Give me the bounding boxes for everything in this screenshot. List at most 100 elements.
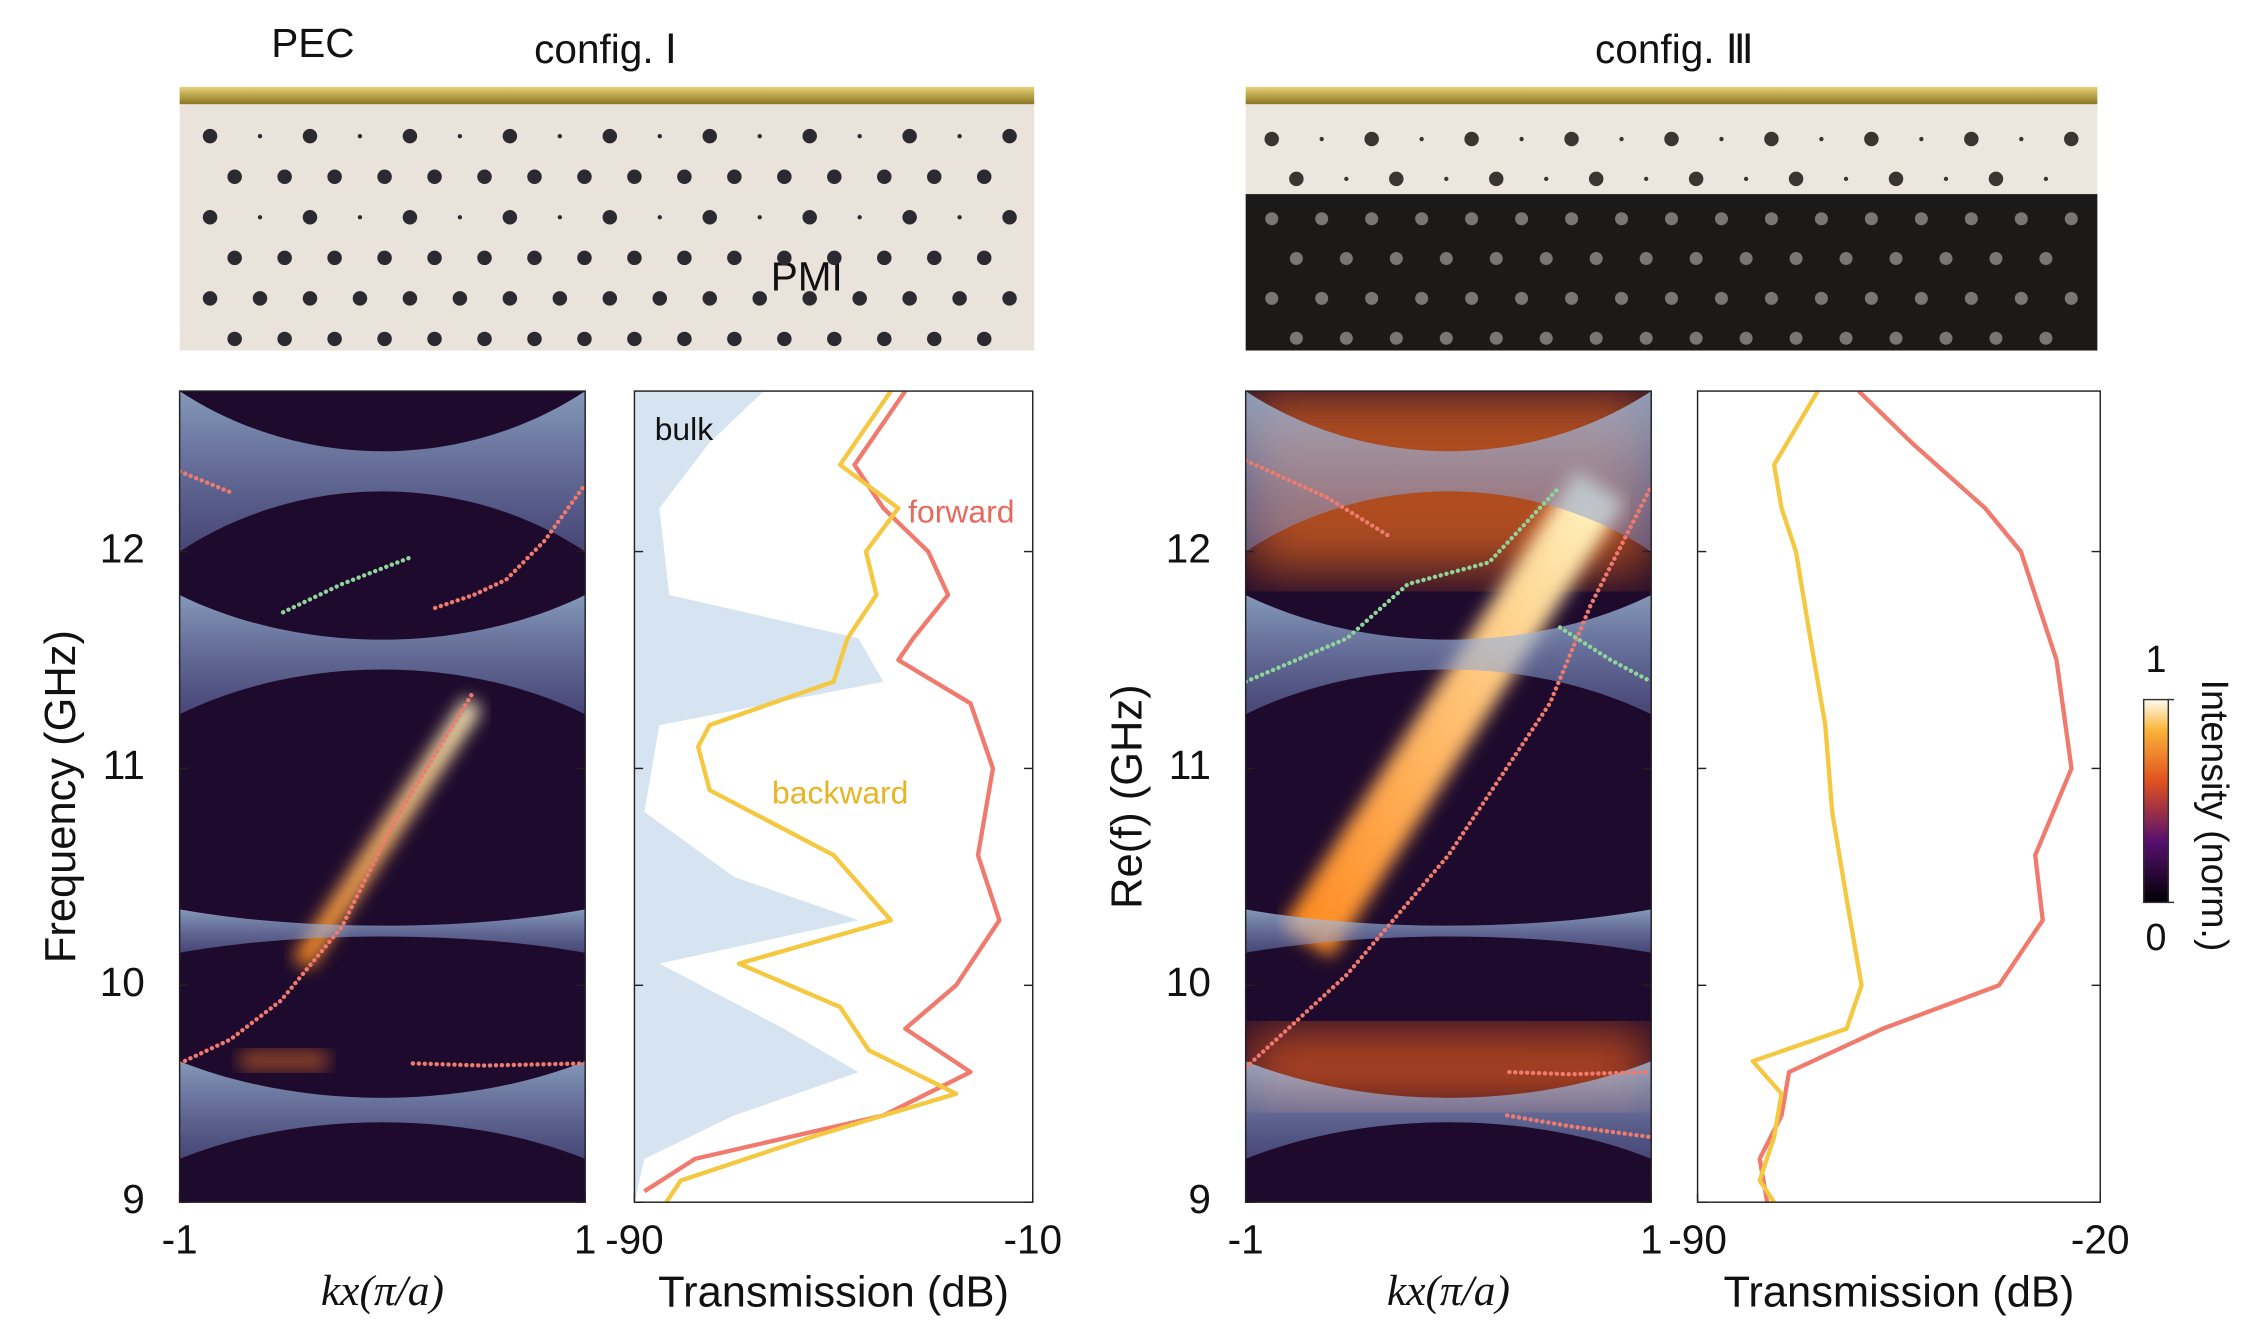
plot-area [634,391,1033,1203]
photo-rod [477,250,492,266]
plot-area [1697,391,2101,1203]
edge-state [179,692,474,1066]
photo-rod [1365,291,1379,305]
photo-rod [557,133,563,139]
photo-rod [1643,176,1649,182]
photo-rod [1489,331,1503,345]
photo-rod [702,291,717,306]
edge-state [1245,484,1563,684]
photo-rod [857,133,862,139]
photo-rod [777,250,792,266]
photo-rod [752,291,767,306]
photo-rod [1664,212,1679,226]
photo-rod [727,169,742,184]
photo-plate [1245,104,2098,195]
y-tick-label: 9 [1188,1176,1211,1222]
panel [634,391,1033,1203]
photo-rod [1365,212,1379,226]
photo-rod [777,169,792,184]
photo-rod [477,169,492,184]
photo-rod [1664,291,1679,305]
photo-rod [1265,212,1279,226]
edge-state [410,1061,586,1068]
photo-rod [857,215,862,220]
bulk-band [1245,909,1652,953]
photo-rod [327,331,342,347]
photo-rod [1289,331,1303,345]
photo-rod [1439,252,1453,266]
photo-rod [527,169,542,184]
photo-rod [1515,212,1529,226]
photo-rod [1415,212,1429,226]
photo-rod [1389,331,1403,345]
colorbar [2142,698,2170,904]
photo-rod [1939,252,1953,266]
photo-rod [1739,331,1753,345]
photo-rod [527,331,542,347]
edge-state [1245,458,1392,539]
photo-rod [1989,252,2003,266]
photo-rod [502,210,518,225]
photo-title: config. Ⅲ [1595,26,1754,72]
photo-rod [1919,136,1924,142]
photo-rod [627,331,642,347]
edge-state [432,482,586,611]
photo-rod [427,250,442,266]
photo-rod [1539,252,1553,266]
photo-rod [877,169,892,184]
photo-rod [1814,212,1828,226]
photo-rod [227,169,242,184]
label-pec: PEC [271,20,354,66]
photo-rod [757,215,762,220]
photo-rod [727,250,742,266]
x-axis-title: Transmission (dB) [658,1268,1009,1316]
edge-state [1245,484,1652,1070]
photo-rod [1843,176,1849,182]
photo-rod [1489,171,1504,187]
x-axis-title: Transmission (dB) [1724,1268,2075,1316]
photo-rod [1839,252,1853,266]
photo-rod [1889,252,1903,266]
photo-rod [457,215,463,220]
photo-rod [1764,131,1779,147]
photo-rod [1565,291,1579,305]
photo-rod [427,169,442,184]
photo-rod [1864,291,1878,305]
photo-rod [1943,176,1949,182]
photo-rod [1264,131,1279,147]
photo-rod [827,169,842,184]
photo-rod [1519,136,1524,142]
photo-rod [427,331,442,347]
photo-rod [1964,291,1978,305]
photo-rod [1689,252,1703,266]
photo-rod [902,210,917,225]
photo-rod [1439,331,1453,345]
photo-rod [1564,131,1579,147]
photo-rod [657,215,662,220]
edge-state [1557,625,1652,684]
edge-state [1507,1069,1652,1077]
photo-rod [1515,291,1529,305]
photo-rod [2043,176,2049,182]
photo-rod [1588,171,1604,187]
edge-state [179,469,235,496]
colorbar-title: Intensity (norm.) [2194,680,2236,952]
photo-rod [202,291,218,306]
photo-rod [1714,291,1728,305]
y-tick-label: 11 [1169,742,1211,788]
photo-rod [976,250,992,266]
photo-rod [1688,171,1704,187]
photo-rod [1964,212,1978,226]
series-label: forward [908,494,1014,530]
photo-rod [1265,291,1279,305]
photo-rod [957,133,962,139]
transmission-line [1750,391,1864,1203]
photo-rod [1814,291,1828,305]
bulk-band [179,1061,586,1159]
x-axis-title: kx(π/a) [1387,1267,1510,1315]
photo-rod [452,291,468,306]
panel [1697,391,2101,1203]
photo-rod [1315,212,1329,226]
photo-rod [957,215,962,220]
